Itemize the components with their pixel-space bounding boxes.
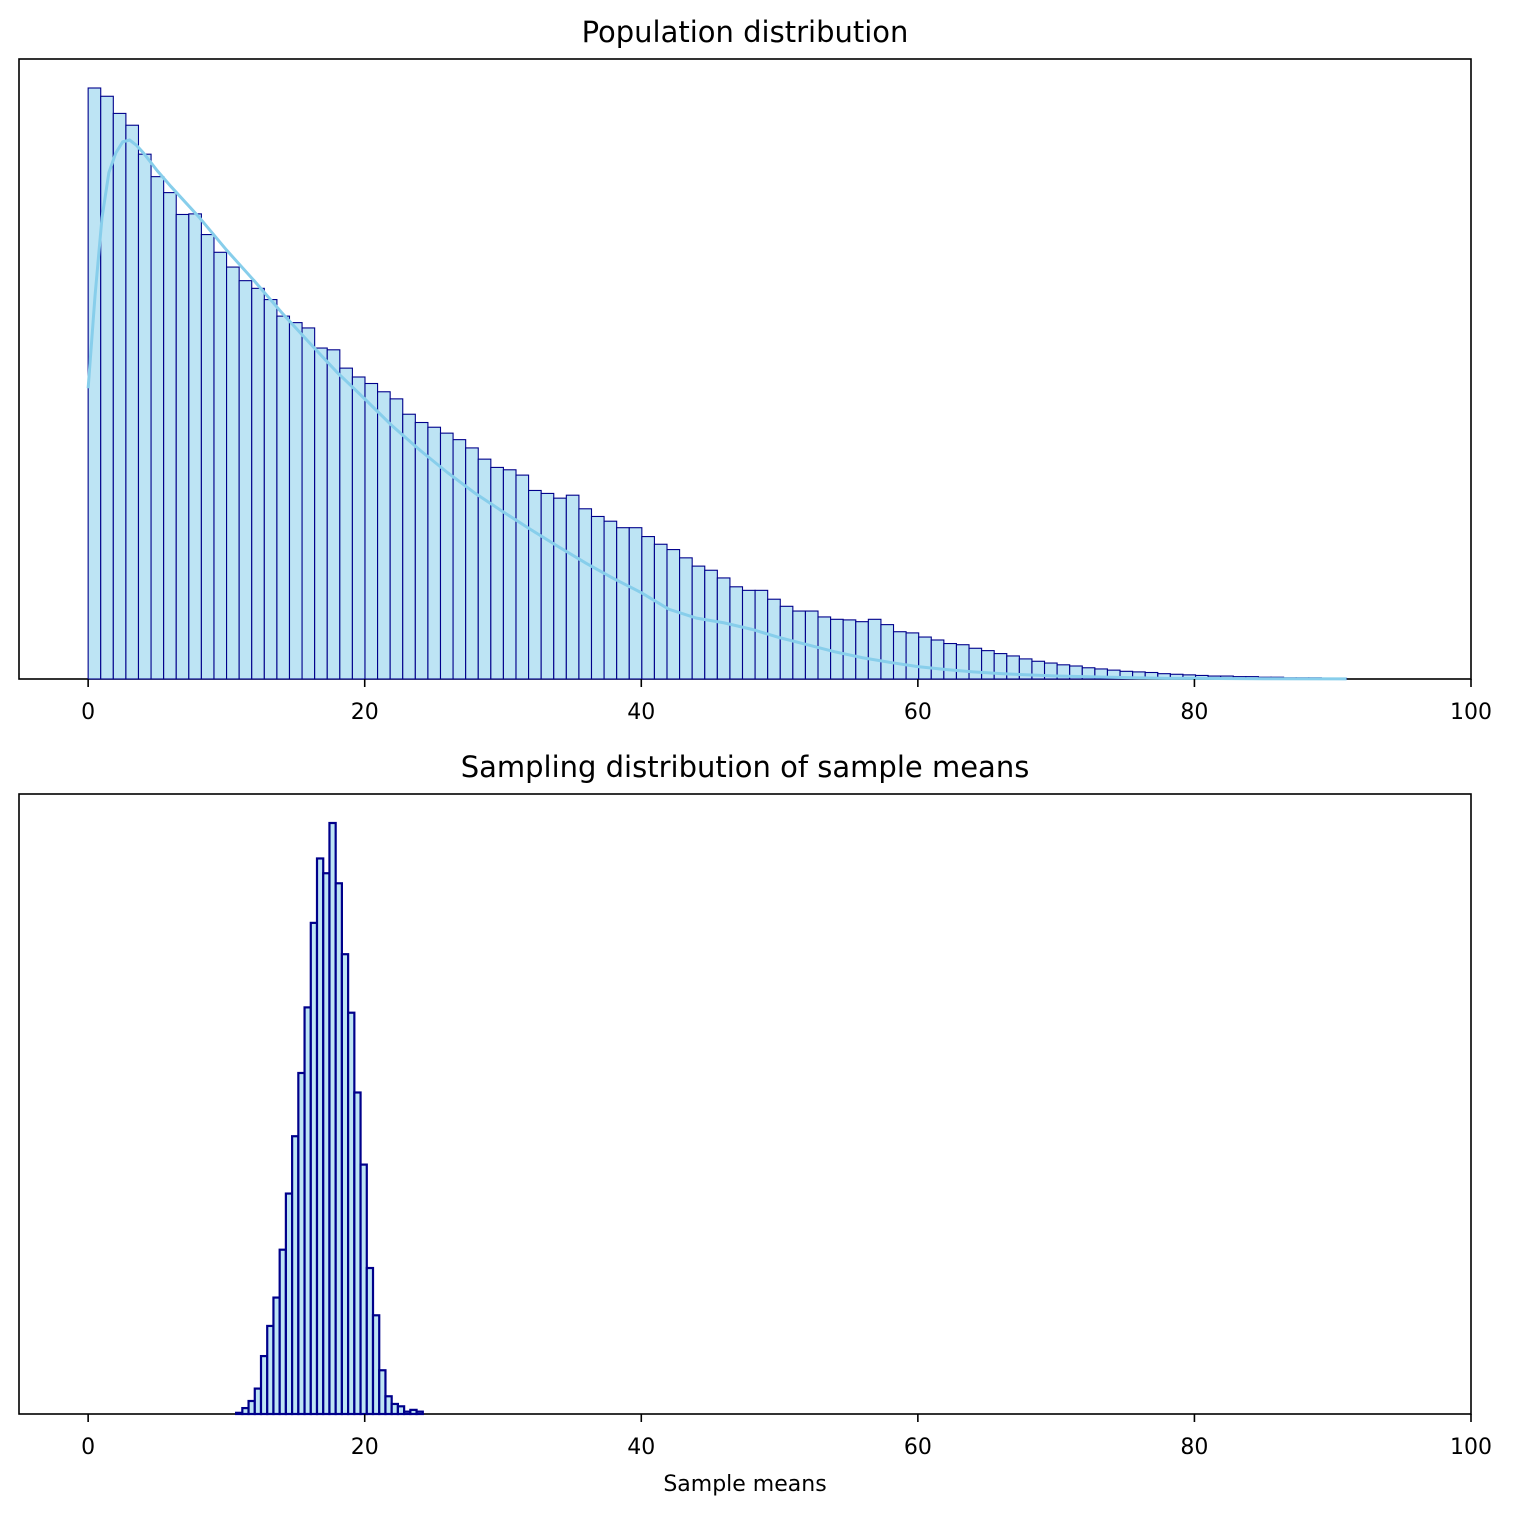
histogram-bar: [402, 413, 416, 680]
histogram-bar: [779, 605, 794, 680]
histogram-bar: [351, 376, 366, 680]
histogram-bar: [150, 176, 165, 680]
histogram-bar: [339, 367, 353, 680]
histogram-bar: [691, 565, 706, 680]
histogram-bar: [842, 619, 857, 680]
histogram-bar: [704, 569, 718, 680]
histogram-bar: [163, 192, 177, 680]
x-tick-label: 60: [904, 700, 932, 725]
histogram-bar: [867, 618, 882, 680]
x-tick-label: 80: [1180, 1435, 1208, 1460]
histogram-bar: [502, 469, 517, 680]
histogram-bar: [830, 618, 844, 680]
histogram-bar: [590, 515, 605, 680]
histogram-bar: [377, 391, 391, 680]
histogram-bar: [396, 1405, 406, 1416]
histogram-bar: [452, 439, 467, 680]
histogram-bar: [326, 349, 341, 680]
population-histogram-panel: Population distribution 0 20 40 60 80 100: [18, 15, 1492, 725]
histogram-bar: [188, 213, 202, 680]
x-tick-label: 100: [1450, 700, 1492, 725]
histogram-bar: [892, 631, 907, 680]
histogram-bar: [943, 642, 957, 680]
histogram-bar: [741, 589, 756, 680]
histogram-bar: [175, 213, 190, 680]
histogram-bar: [540, 492, 555, 680]
histogram-bar: [263, 299, 278, 680]
sample-means-x-axis-label: Sample means: [663, 1472, 826, 1497]
histogram-bar: [288, 322, 303, 680]
histogram-bar: [200, 234, 215, 680]
histogram-bar: [389, 398, 404, 680]
histogram-bar: [477, 458, 492, 680]
histogram-bar: [968, 647, 983, 680]
x-tick-label: 20: [351, 700, 379, 725]
histogram-bar: [371, 1314, 381, 1416]
histogram-bar: [378, 1369, 387, 1416]
x-tick-label: 0: [81, 700, 95, 725]
histogram-bar: [767, 598, 781, 680]
histogram-bar: [490, 466, 504, 680]
histogram-bar: [251, 287, 265, 680]
histogram-bar: [905, 632, 920, 680]
x-tick-label: 20: [351, 1435, 379, 1460]
population-chart-title: Population distribution: [582, 15, 909, 49]
sample-means-x-ticks: 0 20 40 60 80 100: [81, 1414, 1492, 1460]
histogram-bar: [137, 153, 152, 680]
histogram-bar: [415, 1410, 424, 1416]
histogram-bar: [414, 421, 429, 680]
population-kde-line: [86, 138, 1347, 681]
population-x-ticks: 0 20 40 60 80 100: [81, 679, 1492, 725]
histogram-bar: [125, 124, 140, 680]
histogram-bar: [112, 112, 127, 680]
histogram-bar: [364, 382, 379, 680]
x-tick-label: 80: [1180, 700, 1208, 725]
histogram-bar: [238, 280, 253, 680]
histogram-bar: [981, 650, 995, 680]
histogram-bar: [679, 557, 693, 680]
histogram-bar: [855, 621, 869, 680]
histogram-bar: [729, 586, 744, 680]
histogram-bar: [616, 527, 630, 680]
x-tick-label: 60: [904, 1435, 932, 1460]
histogram-bar: [276, 315, 291, 680]
histogram-bar: [213, 251, 228, 680]
sample-means-chart-title: Sampling distribution of sample means: [461, 750, 1030, 784]
x-tick-label: 40: [627, 700, 655, 725]
histogram-bar: [930, 639, 945, 680]
histogram-bar: [603, 520, 618, 680]
x-tick-label: 40: [627, 1435, 655, 1460]
sample-means-bars: [235, 821, 424, 1416]
histogram-bar: [628, 527, 643, 680]
histogram-bar: [515, 474, 530, 680]
histogram-bar: [918, 636, 932, 680]
sample-means-histogram-panel: Sampling distribution of sample means 0 2…: [18, 750, 1492, 1497]
histogram-bar: [641, 536, 655, 680]
histogram-bar: [87, 87, 102, 680]
histogram-bar: [226, 266, 240, 680]
histogram-bar: [565, 494, 580, 680]
histogram-bar: [314, 347, 328, 680]
histogram-bar: [301, 327, 316, 680]
histogram-bar: [716, 577, 731, 680]
x-tick-label: 100: [1450, 1435, 1492, 1460]
sample-means-plot-frame: [18, 793, 1472, 1415]
histogram-bar: [553, 497, 567, 680]
histogram-bar: [880, 624, 895, 680]
histogram-bar: [465, 447, 479, 680]
histogram-bar: [955, 644, 970, 680]
x-tick-label: 0: [81, 1435, 95, 1460]
histogram-bar: [528, 489, 542, 680]
population-bars: [87, 87, 1348, 680]
histogram-bar: [666, 549, 681, 680]
histogram-bar: [653, 543, 668, 680]
histogram-bar: [578, 508, 593, 680]
